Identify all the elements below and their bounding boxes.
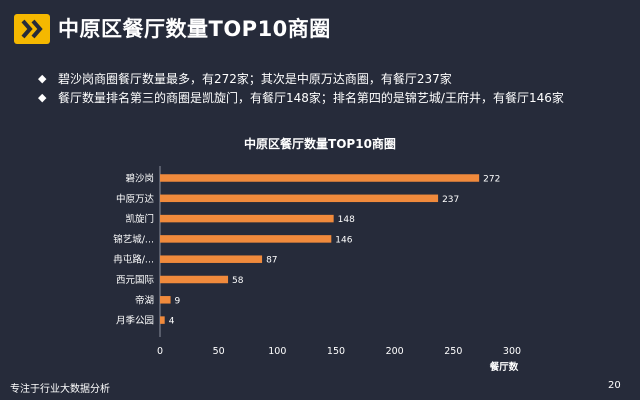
- x-tick-label: 150: [327, 346, 345, 357]
- bar: [160, 275, 229, 284]
- category-label: 中原万达: [116, 193, 155, 205]
- x-tick-label: 300: [503, 346, 521, 357]
- summary-bullets: ◆ 碧沙岗商圈餐厅数量最多，有272家；其次是中原万达商圈，有餐厅237家 ◆ …: [38, 70, 598, 108]
- data-label: 9: [175, 296, 181, 306]
- x-tick-label: 100: [268, 346, 286, 357]
- page-title: 中原区餐厅数量TOP10商圈: [58, 17, 331, 41]
- bar: [160, 214, 334, 223]
- x-tick-label: 200: [386, 346, 404, 357]
- category-label: 冉屯路/...: [113, 254, 154, 266]
- data-label: 237: [442, 195, 459, 205]
- x-tick-label: 250: [444, 346, 462, 357]
- x-tick-label: 50: [213, 346, 225, 357]
- category-label: 帝湖: [135, 294, 154, 306]
- category-label: 凯旋门: [125, 213, 154, 225]
- summary-bullet: ◆ 碧沙岗商圈餐厅数量最多，有272家；其次是中原万达商圈，有餐厅237家: [38, 70, 598, 88]
- diamond-bullet-icon: ◆: [38, 91, 47, 104]
- data-label: 146: [335, 235, 352, 245]
- x-tick-label: 0: [157, 346, 163, 357]
- footer-tagline: 专注于行业大数据分析: [10, 384, 110, 395]
- bullet-text: 碧沙岗商圈餐厅数量最多，有272家；其次是中原万达商圈，有餐厅237家: [58, 72, 452, 86]
- x-axis-title: 餐厅数: [489, 361, 519, 373]
- bar: [160, 255, 263, 263]
- category-label: 西元国际: [116, 275, 155, 286]
- data-label: 272: [483, 175, 500, 185]
- category-label: 锦艺城/...: [113, 233, 154, 245]
- double-chevron-icon: [14, 14, 50, 44]
- data-label: 87: [266, 256, 277, 266]
- category-label: 碧沙岗: [125, 173, 154, 185]
- data-label: 4: [169, 317, 175, 327]
- category-label: 月季公园: [116, 315, 154, 327]
- bar: [160, 316, 165, 324]
- bar: [160, 194, 439, 203]
- diamond-bullet-icon: ◆: [38, 72, 47, 85]
- data-label: 58: [232, 276, 244, 286]
- header: 中原区餐厅数量TOP10商圈: [0, 0, 640, 58]
- bar: [160, 174, 480, 182]
- page-number: 20: [608, 380, 621, 391]
- summary-bullet: ◆ 餐厅数量排名第三的商圈是凯旋门，有餐厅148家；排名第四的是锦艺城/王府井，…: [38, 89, 598, 107]
- chart-title: 中原区餐厅数量TOP10商圈: [244, 136, 396, 151]
- bar: [160, 235, 332, 243]
- bullet-text: 餐厅数量排名第三的商圈是凯旋门，有餐厅148家；排名第四的是锦艺城/王府井，有餐…: [58, 91, 564, 105]
- data-label: 148: [338, 215, 355, 225]
- bar: [160, 296, 171, 304]
